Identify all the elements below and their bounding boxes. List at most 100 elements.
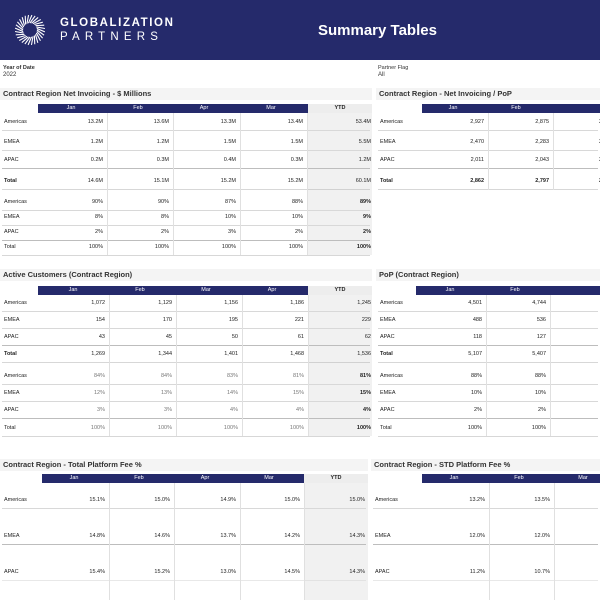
table-cell: 2% bbox=[95, 229, 103, 235]
column-divider bbox=[240, 113, 241, 255]
column-header[interactable]: Feb bbox=[510, 287, 520, 293]
column-header[interactable]: Jan bbox=[445, 287, 455, 293]
table-cell: 100% bbox=[467, 425, 482, 431]
column-header[interactable]: Mar bbox=[266, 105, 276, 111]
row-label: APAC bbox=[380, 157, 395, 163]
table-cell: 10% bbox=[470, 390, 482, 396]
column-header[interactable]: Jan bbox=[448, 105, 458, 111]
year-filter-value[interactable]: 2022 bbox=[3, 72, 17, 78]
row-label: EMEA bbox=[4, 139, 20, 145]
table-cell: 1 bbox=[554, 425, 600, 431]
table-cell: 1,129 bbox=[158, 300, 172, 306]
table-cell: 4,501 bbox=[468, 300, 482, 306]
table-cell: 15.1M bbox=[153, 178, 169, 184]
globe-logo-icon bbox=[14, 14, 46, 46]
table-cell: 14.8% bbox=[89, 533, 105, 539]
table-cell: 100% bbox=[88, 244, 103, 250]
table-cell: 2% bbox=[161, 229, 169, 235]
column-header[interactable]: Feb bbox=[135, 287, 145, 293]
table-cell: 1,186 bbox=[290, 300, 304, 306]
table-cell: 10% bbox=[534, 390, 546, 396]
column-header[interactable]: Jan bbox=[449, 475, 459, 481]
table-cell: 88% bbox=[534, 373, 546, 379]
table-cell: 0.3M bbox=[290, 157, 303, 163]
table-cell: 13.3M bbox=[220, 119, 236, 125]
table-cell: 2% bbox=[538, 407, 546, 413]
row-divider bbox=[2, 328, 370, 329]
row-label: Total bbox=[4, 351, 17, 357]
column-divider bbox=[174, 483, 175, 600]
table-cell: 100% bbox=[356, 425, 371, 431]
row-label: APAC bbox=[4, 157, 19, 163]
column-header[interactable] bbox=[552, 286, 600, 295]
table-cell: 1,401 bbox=[224, 351, 238, 357]
page-header: GLOBALIZATION PARTNERS Summary Tables bbox=[0, 0, 600, 60]
column-header[interactable]: Apr bbox=[267, 287, 277, 293]
column-header[interactable]: Apr bbox=[199, 105, 209, 111]
table-cell: 12.0% bbox=[469, 533, 485, 539]
column-divider bbox=[109, 483, 110, 600]
table-cell: 90% bbox=[157, 199, 169, 205]
row-label: Total bbox=[380, 351, 393, 357]
table-cell: 10% bbox=[224, 214, 236, 220]
row-label: Americas bbox=[4, 497, 27, 503]
table-cell: 12.0% bbox=[534, 533, 550, 539]
column-header[interactable]: YTD bbox=[308, 286, 372, 295]
partner-filter-value[interactable]: All bbox=[378, 72, 385, 78]
column-header[interactable]: Jan bbox=[68, 287, 78, 293]
table-cell: 15.2M bbox=[220, 178, 236, 184]
table-cell: 100% bbox=[157, 425, 172, 431]
column-header[interactable]: YTD bbox=[304, 474, 368, 483]
table-cell: 2,875 bbox=[535, 119, 549, 125]
table-cell: 88% bbox=[470, 373, 482, 379]
table-cell: 1,468 bbox=[290, 351, 304, 357]
column-header[interactable]: YTD bbox=[308, 104, 372, 113]
column-divider bbox=[176, 295, 177, 436]
row-label: EMEA bbox=[4, 317, 20, 323]
table-cell: 5,107 bbox=[468, 351, 482, 357]
row-label: Americas bbox=[380, 300, 403, 306]
column-header[interactable]: Mar bbox=[201, 287, 211, 293]
column-header[interactable]: Feb bbox=[134, 475, 144, 481]
row-divider bbox=[378, 384, 598, 385]
table-cell: 8% bbox=[95, 214, 103, 220]
table-cell: 170 bbox=[162, 317, 172, 323]
column-divider bbox=[107, 113, 108, 255]
active-customers-table-ytd-column bbox=[308, 295, 372, 436]
column-header[interactable]: Feb bbox=[133, 105, 143, 111]
table-cell: 14.3% bbox=[349, 533, 365, 539]
table-cell: 15% bbox=[292, 390, 304, 396]
row-label: Total bbox=[4, 178, 17, 184]
table-cell: 1,536 bbox=[357, 351, 371, 357]
column-header[interactable]: Jan bbox=[66, 105, 76, 111]
table-cell: 84% bbox=[160, 373, 172, 379]
column-divider bbox=[488, 113, 489, 190]
row-label: Total bbox=[380, 178, 393, 184]
table-cell: 195 bbox=[228, 317, 238, 323]
column-divider bbox=[486, 295, 487, 436]
column-divider bbox=[307, 113, 308, 255]
column-header[interactable]: Mar bbox=[264, 475, 274, 481]
table-cell: 14% bbox=[226, 390, 238, 396]
row-divider bbox=[373, 508, 598, 509]
table-cell: 81% bbox=[292, 373, 304, 379]
table-cell: 45 bbox=[165, 334, 172, 340]
column-header[interactable]: Mar bbox=[578, 475, 588, 481]
table-cell: 15.0% bbox=[349, 497, 365, 503]
row-divider bbox=[2, 544, 366, 545]
partner-filter-label: Partner Flag bbox=[378, 65, 409, 71]
column-header[interactable]: Apr bbox=[200, 475, 210, 481]
net-invoicing-table-header-bar bbox=[38, 104, 310, 113]
row-divider bbox=[2, 345, 370, 346]
column-header[interactable]: Feb bbox=[511, 105, 521, 111]
row-divider bbox=[2, 418, 370, 419]
column-header[interactable] bbox=[552, 104, 600, 113]
table-cell: 61 bbox=[297, 334, 304, 340]
row-divider bbox=[373, 580, 598, 581]
column-header[interactable]: Feb bbox=[514, 475, 524, 481]
column-header[interactable]: Jan bbox=[69, 475, 79, 481]
table-cell: 9% bbox=[363, 214, 371, 220]
table-cell: 100% bbox=[289, 425, 304, 431]
table-cell: 81% bbox=[359, 373, 371, 379]
row-label: Americas bbox=[4, 119, 27, 125]
